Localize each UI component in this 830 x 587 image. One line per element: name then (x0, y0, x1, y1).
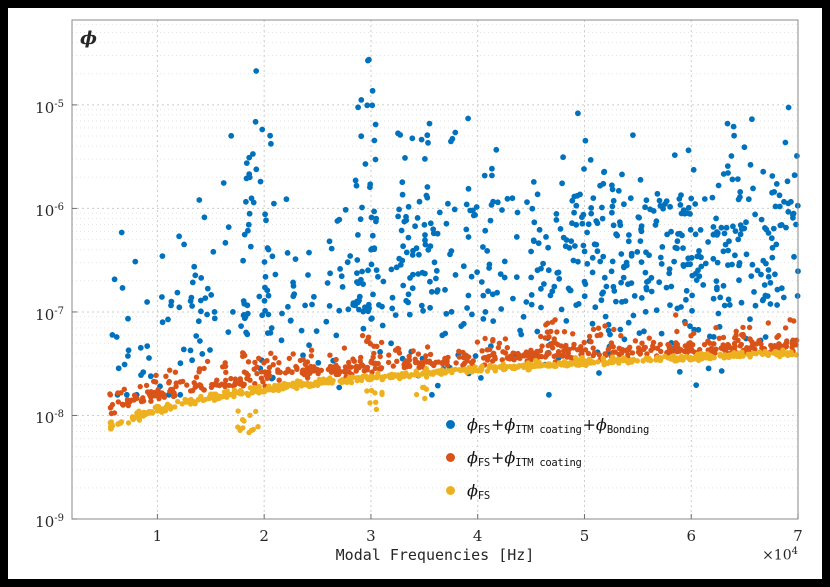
y-tick-label: 10-5 (35, 98, 64, 117)
y-tick-label: 10-8 (35, 409, 64, 428)
legend-entry: ϕ FS (446, 474, 650, 507)
axes-box (71, 19, 799, 520)
y-tick-label: 10-9 (35, 513, 64, 531)
x-tick-label: 6 (686, 527, 696, 545)
x-axis-label: Modal Frequencies [Hz] (335, 546, 535, 564)
series-phi-FS-plus-ITM-coating-plus-Bonding (109, 56, 801, 398)
legend-symbol: ϕ (467, 448, 478, 467)
x-tick-label: 5 (579, 527, 590, 545)
y-tick-label: 10-6 (35, 202, 64, 221)
x-axis-scale-label: ×104 (734, 546, 798, 564)
legend-marker-icon (446, 453, 455, 462)
legend-subscript: FS (477, 489, 490, 502)
axis-tick-marks (72, 104, 799, 520)
legend-subscript: Bonding (606, 423, 649, 436)
legend-subscript: ITM coating (515, 423, 582, 436)
legend-symbol: +ϕ (490, 415, 516, 434)
x-tick-label: 3 (366, 527, 376, 545)
legend-symbol: ϕ (467, 481, 478, 500)
legend-entry: ϕ FS +ϕ ITM coating +ϕ Bonding (446, 408, 650, 441)
legend-symbol: +ϕ (582, 415, 607, 434)
series-phi-FS (107, 347, 799, 436)
y-tick-label: 10-7 (35, 305, 64, 324)
x-tick-label: 1 (152, 527, 163, 545)
legend-entry: ϕ FS +ϕ ITM coating (446, 441, 650, 474)
legend-subscript: FS (477, 456, 490, 469)
x-scale-exponent: 4 (791, 546, 798, 557)
legend-symbol: +ϕ (490, 448, 516, 467)
x-tick-label: 7 (793, 527, 803, 545)
legend: ϕ FS +ϕ ITM coating +ϕ Bonding ϕ FS +ϕ ITM coatin… (446, 408, 650, 507)
legend-symbol: ϕ (467, 415, 478, 434)
x-scale-base: ×10 (762, 547, 792, 564)
legend-marker-icon (446, 420, 455, 429)
x-tick-label: 2 (259, 527, 269, 545)
legend-subscript: FS (477, 423, 490, 436)
scatter-plot (71, 19, 801, 520)
legend-subscript: ITM coating (515, 456, 582, 469)
chart-figure: ϕ 10-9 10-8 10-7 10-6 10-5 1 2 3 4 5 6 7 Modal Fre… (8, 8, 822, 579)
series-phi-FS-plus-ITM-coating (107, 312, 800, 417)
y-axis-label: ϕ (80, 28, 97, 49)
legend-marker-icon (446, 486, 455, 495)
x-tick-label: 4 (472, 527, 483, 545)
